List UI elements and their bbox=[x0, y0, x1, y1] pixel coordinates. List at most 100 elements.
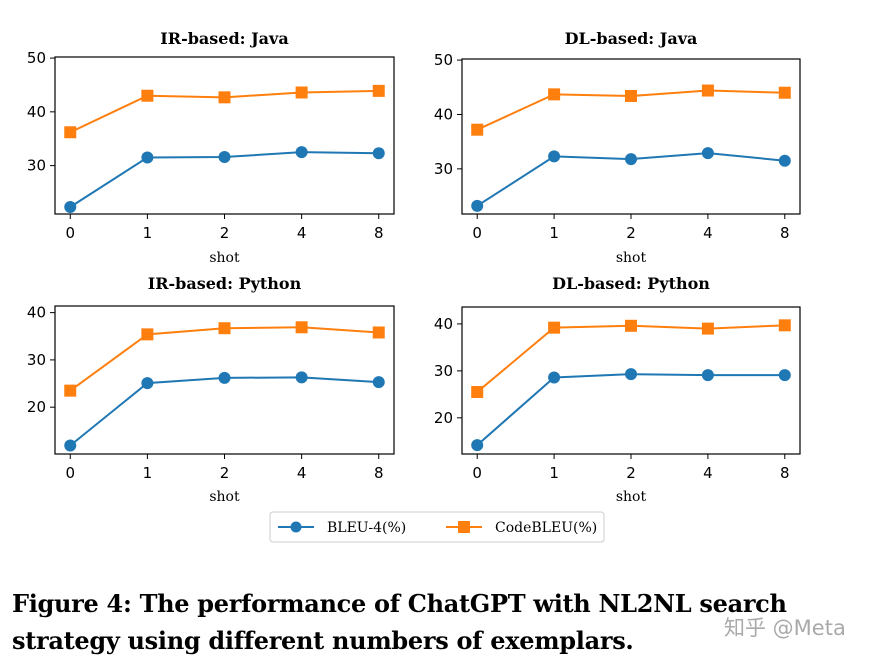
data-point bbox=[141, 328, 154, 341]
data-point bbox=[471, 123, 484, 136]
x-axis-label: shot bbox=[616, 489, 647, 505]
data-point bbox=[701, 84, 714, 97]
x-tick-label: 0 bbox=[472, 464, 482, 482]
legend-label: CodeBLEU(%) bbox=[495, 520, 597, 536]
y-tick-label: 40 bbox=[434, 105, 453, 123]
x-tick-label: 2 bbox=[626, 464, 636, 482]
subplot-0: IR-based: Java 30 40 50 0 1 2 4 8 shot bbox=[27, 29, 395, 266]
caption-line-1: Figure 4: The performance of ChatGPT wit… bbox=[12, 589, 787, 618]
y-tick-label: 30 bbox=[434, 362, 453, 380]
data-point bbox=[218, 371, 231, 384]
data-point bbox=[218, 151, 231, 164]
subplot-2: IR-based: Python 20 30 40 0 1 2 4 8 shot bbox=[27, 274, 395, 505]
data-point bbox=[218, 322, 231, 335]
subplot-3: DL-based: Python 20 30 40 0 1 2 4 8 shot bbox=[434, 274, 801, 505]
data-point bbox=[295, 86, 308, 99]
x-tick-label: 0 bbox=[472, 224, 482, 242]
x-tick-label: 2 bbox=[626, 224, 636, 242]
y-tick-label: 20 bbox=[434, 409, 453, 427]
y-tick-label: 20 bbox=[27, 398, 46, 416]
y-tick-label: 40 bbox=[434, 315, 453, 333]
x-tick-label: 1 bbox=[549, 464, 559, 482]
data-point bbox=[372, 147, 385, 160]
y-tick-label: 50 bbox=[434, 51, 453, 69]
axes-frame bbox=[54, 56, 395, 215]
data-point bbox=[141, 151, 154, 164]
legend-marker-square bbox=[458, 521, 470, 533]
watermark: 知乎 @Meta bbox=[724, 616, 846, 640]
series-line bbox=[476, 324, 785, 393]
legend: BLEU-4(%) CodeBLEU(%) bbox=[269, 511, 605, 543]
x-tick-label: 0 bbox=[65, 464, 75, 482]
series-BLEU-4(%) bbox=[64, 371, 385, 452]
data-point bbox=[625, 153, 637, 166]
legend-frame bbox=[269, 511, 605, 543]
series-BLEU-4(%) bbox=[64, 146, 385, 214]
y-tick-label: 40 bbox=[27, 103, 46, 121]
data-point bbox=[471, 386, 484, 399]
data-point bbox=[701, 147, 714, 160]
subplot-title: DL-based: Java bbox=[565, 29, 698, 48]
data-point bbox=[778, 369, 791, 382]
series-line bbox=[476, 373, 785, 446]
legend-label: BLEU-4(%) bbox=[327, 520, 406, 536]
data-point bbox=[548, 321, 561, 334]
x-tick-label: 8 bbox=[374, 224, 384, 242]
series-line bbox=[69, 376, 379, 447]
data-point bbox=[778, 86, 791, 99]
data-point bbox=[778, 319, 791, 332]
subplot-title: DL-based: Python bbox=[552, 274, 710, 293]
series-CodeBLEU(%) bbox=[471, 84, 791, 136]
x-tick-label: 0 bbox=[65, 224, 75, 242]
series-CodeBLEU(%) bbox=[64, 321, 385, 397]
series-CodeBLEU(%) bbox=[471, 319, 791, 399]
caption-line-2: strategy using different numbers of exem… bbox=[12, 626, 634, 655]
y-tick-label: 50 bbox=[27, 49, 46, 67]
data-point bbox=[625, 89, 637, 102]
data-point bbox=[372, 326, 385, 339]
data-point bbox=[548, 150, 561, 163]
x-tick-label: 1 bbox=[143, 464, 153, 482]
series-BLEU-4(%) bbox=[471, 147, 791, 212]
data-point bbox=[372, 376, 385, 389]
data-point bbox=[64, 126, 77, 139]
series-CodeBLEU(%) bbox=[64, 84, 385, 139]
series-BLEU-4(%) bbox=[471, 368, 791, 452]
data-point bbox=[701, 322, 714, 335]
x-tick-label: 1 bbox=[549, 224, 559, 242]
x-tick-label: 4 bbox=[297, 224, 307, 242]
data-point bbox=[295, 321, 308, 334]
x-tick-label: 4 bbox=[703, 224, 713, 242]
x-axis-label: shot bbox=[209, 489, 240, 505]
data-point bbox=[64, 439, 77, 452]
data-point bbox=[548, 88, 561, 101]
data-point bbox=[548, 371, 561, 384]
x-tick-label: 4 bbox=[703, 464, 713, 482]
y-tick-label: 30 bbox=[27, 351, 46, 369]
legend-marker-circle bbox=[290, 521, 302, 533]
subplot-title: IR-based: Python bbox=[148, 274, 302, 293]
x-tick-label: 8 bbox=[780, 464, 790, 482]
y-tick-label: 40 bbox=[27, 304, 46, 322]
data-point bbox=[372, 84, 385, 97]
axes-frame bbox=[461, 58, 801, 215]
data-point bbox=[141, 89, 154, 102]
data-point bbox=[295, 371, 308, 384]
x-tick-label: 2 bbox=[220, 224, 230, 242]
y-tick-label: 30 bbox=[27, 157, 46, 175]
x-tick-label: 2 bbox=[220, 464, 230, 482]
data-point bbox=[218, 91, 231, 104]
y-tick-label: 30 bbox=[434, 160, 453, 178]
data-point bbox=[625, 368, 637, 381]
data-point bbox=[64, 384, 77, 397]
data-point bbox=[295, 146, 308, 159]
data-point bbox=[701, 369, 714, 382]
x-tick-label: 1 bbox=[143, 224, 153, 242]
data-point bbox=[471, 439, 484, 452]
subplot-1: DL-based: Java 30 40 50 0 1 2 4 8 shot bbox=[434, 29, 801, 266]
x-tick-label: 4 bbox=[297, 464, 307, 482]
axes-frame bbox=[54, 305, 395, 455]
data-point bbox=[64, 201, 77, 214]
x-tick-label: 8 bbox=[780, 224, 790, 242]
figure-caption: Figure 4: The performance of ChatGPT wit… bbox=[12, 585, 842, 659]
